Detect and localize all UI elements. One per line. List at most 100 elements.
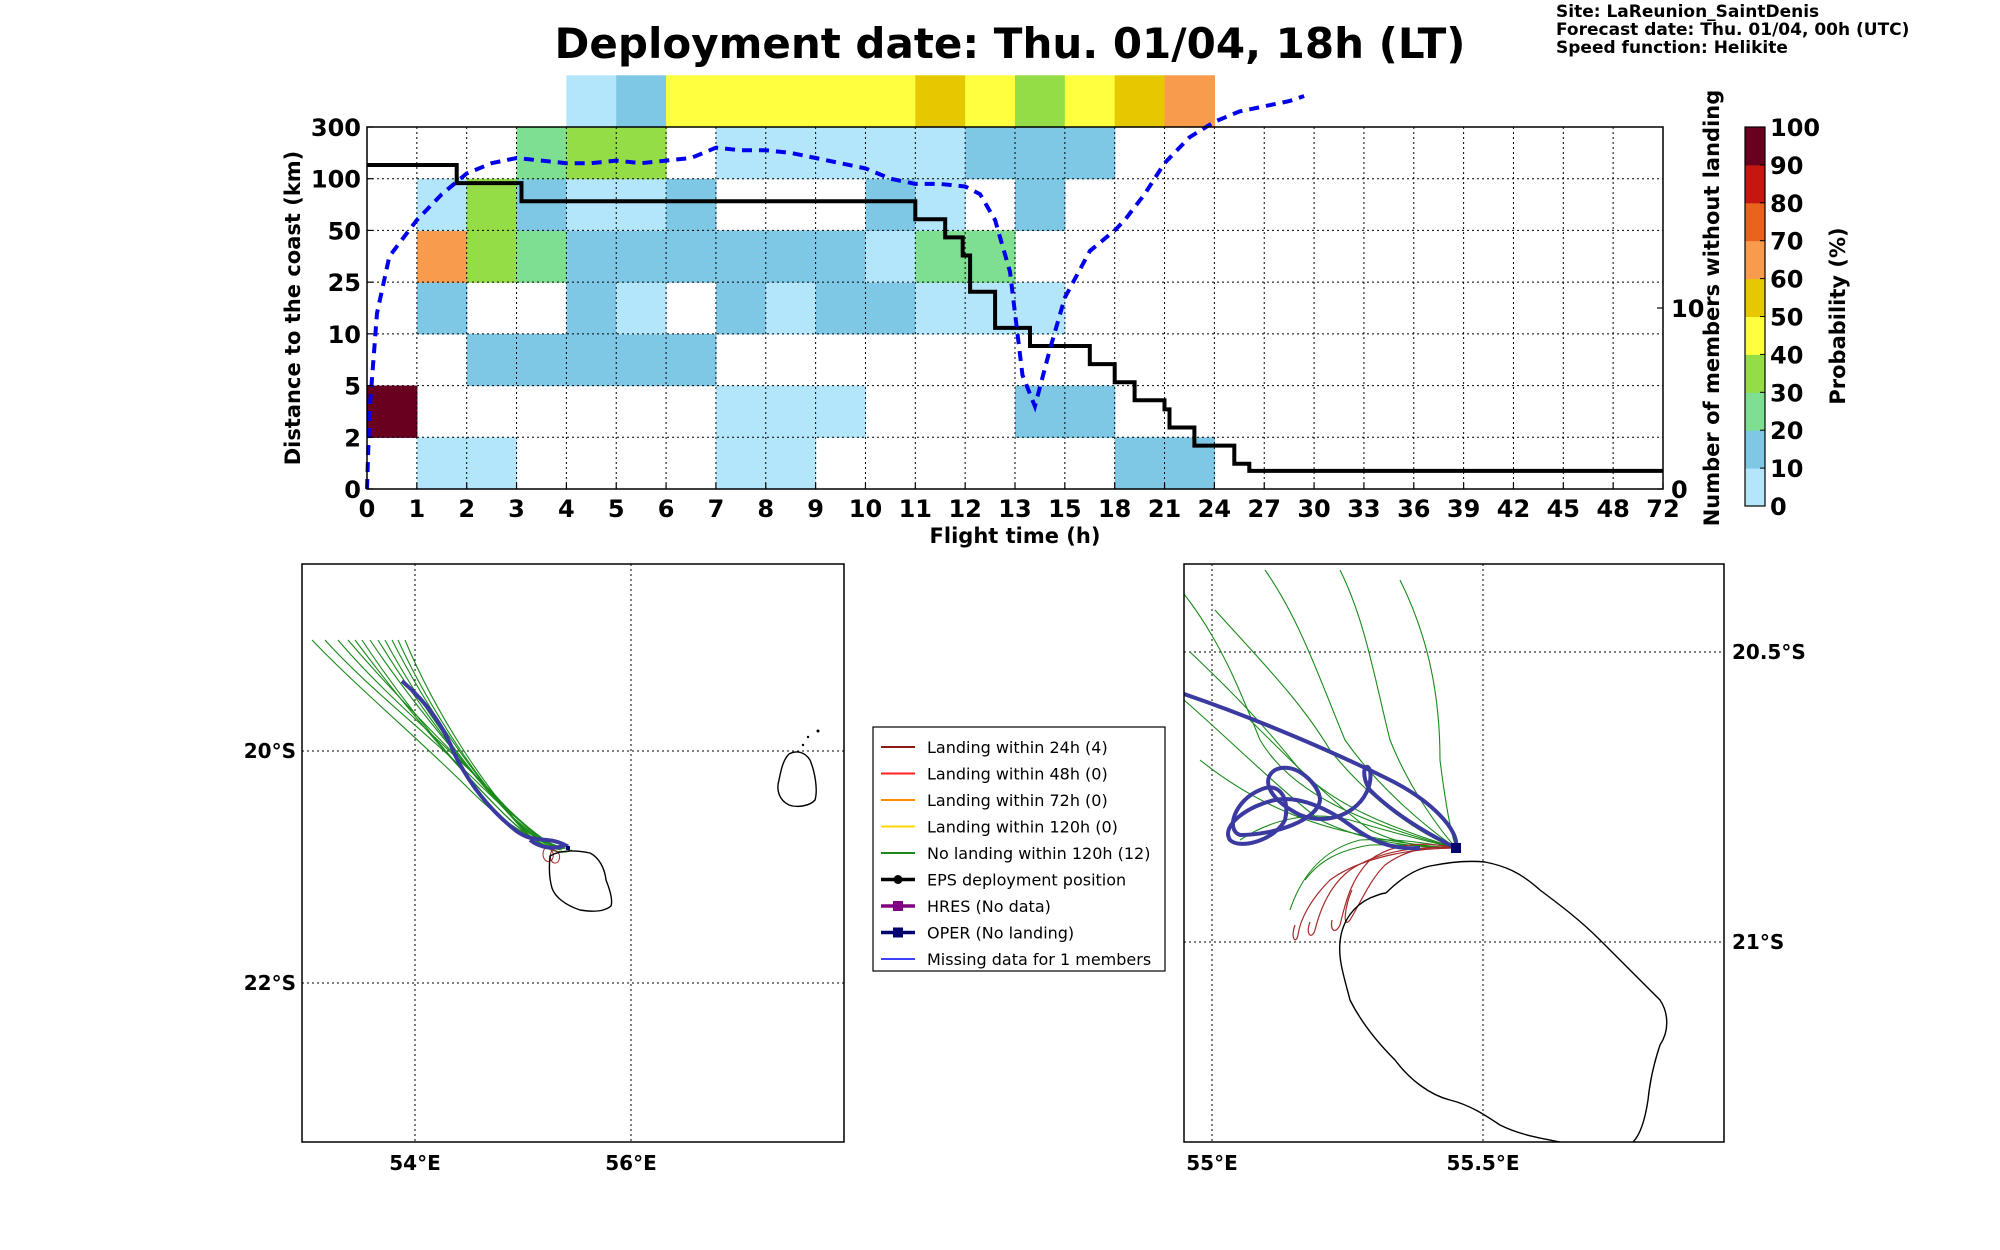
overview-lon-tick: 54°E <box>389 1151 441 1175</box>
colorbar-tick-label: 70 <box>1770 228 1803 256</box>
members-without-landing-line <box>367 163 1663 473</box>
y2-axis-label: Number of members without landing <box>1700 90 1724 527</box>
colorbar-cell <box>1745 164 1765 204</box>
heatmap-cell <box>566 127 617 180</box>
colorbar-cell <box>1745 240 1765 280</box>
heatmap-cell <box>1114 437 1166 490</box>
islet-dot <box>801 743 805 747</box>
legend-label: OPER (No landing) <box>927 924 1074 943</box>
heatmap-cell <box>466 230 518 283</box>
overview-oper-marker <box>566 846 570 850</box>
heatmap-cell <box>616 333 667 387</box>
x-tick-label: 30 <box>1297 495 1330 523</box>
colorbar-tick-label: 0 <box>1770 493 1787 521</box>
overview-lon-tick: 56°E <box>605 1151 657 1175</box>
heatmap-x-ticks: 0 1 2 3 4 5 6 7 8 9 10 11 12 13 15 18 21 24 27 30 33 36 39 42 45… <box>359 483 1680 523</box>
x-tick-label: 42 <box>1497 495 1530 523</box>
legend-frame <box>872 726 1166 972</box>
heatmap-cell <box>715 230 767 283</box>
colorbar-tick-label: 90 <box>1770 152 1803 180</box>
heatmap-cell <box>666 75 717 128</box>
heatmap-cells <box>367 75 1215 490</box>
y-tick-label: 10 <box>328 321 361 349</box>
probability-heatmap: 0 1 2 3 4 5 6 7 8 9 10 11 12 13 15 18 21 24 27 30 33 36 39 42 45… <box>281 75 1724 548</box>
heatmap-cell <box>915 75 966 128</box>
heatmap-cell <box>715 75 767 128</box>
x-tick-label: 8 <box>757 495 774 523</box>
legend: Landing within 24h (4) Landing within 48h… <box>872 726 1166 972</box>
colorbar-tick-label: 50 <box>1770 304 1803 332</box>
y2-tick-label: 10 <box>1671 295 1704 323</box>
heatmap-cell <box>416 178 468 232</box>
mauritius-island-outline <box>777 751 817 808</box>
islet-dot <box>806 735 810 739</box>
heatmap-cell <box>566 178 617 232</box>
heatmap-cell <box>715 127 767 180</box>
zoom-map-frame <box>1183 563 1725 1143</box>
y2-tick-label: 0 <box>1671 476 1688 504</box>
site-label: Site: LaReunion_SaintDenis <box>1556 2 1819 22</box>
heatmap-cell <box>516 127 567 180</box>
heatmap-cell <box>1064 127 1116 180</box>
y-tick-label: 0 <box>344 476 361 504</box>
overview-lat-tick: 20°S <box>244 739 296 763</box>
legend-entry: Landing within 48h (0) <box>881 765 1108 784</box>
zoom-lon-tick: 55°E <box>1186 1151 1238 1175</box>
x-axis-label: Flight time (h) <box>930 524 1101 548</box>
heatmap-cell <box>915 282 966 335</box>
legend-entry: Landing within 24h (4) <box>881 738 1108 757</box>
zoom-lat-tick: 20.5°S <box>1732 640 1806 664</box>
colorbar-tick-label: 100 <box>1770 114 1820 142</box>
x-tick-label: 11 <box>899 495 932 523</box>
colorbar-label: Probability (%) <box>1826 227 1850 404</box>
colorbar-tick-label: 10 <box>1770 455 1803 483</box>
zoom-reunion-island-outline <box>1338 860 1668 1143</box>
zoom-oper-track <box>1183 692 1459 851</box>
forecast-date-label: Forecast date: Thu. 01/04, 00h (UTC) <box>1556 20 1909 40</box>
legend-swatch-marker <box>893 901 903 911</box>
legend-label: Landing within 24h (4) <box>927 738 1108 757</box>
reunion-island-outline <box>548 850 613 912</box>
legend-label: EPS deployment position <box>927 871 1126 890</box>
zoom-oper-marker <box>1451 843 1461 853</box>
heatmap-cell <box>1114 75 1166 128</box>
overview-map-frame <box>301 563 845 1143</box>
x-tick-label: 0 <box>359 495 376 523</box>
x-tick-label: 36 <box>1397 495 1430 523</box>
heatmap-y2-ticks: 0 10 <box>1657 295 1704 504</box>
legend-entry: OPER (No landing) <box>881 924 1074 943</box>
heatmap-cell <box>815 127 867 180</box>
heatmap-cell <box>965 127 1016 180</box>
heatmap-cell <box>865 127 916 180</box>
heatmap-cell <box>715 282 767 335</box>
colorbar-cell <box>1745 430 1765 469</box>
heatmap-cell <box>466 178 518 232</box>
heatmap-cell <box>815 282 867 335</box>
zoom-lat-tick: 21°S <box>1732 930 1784 954</box>
x-tick-label: 27 <box>1248 495 1281 523</box>
heatmap-cell <box>815 75 867 128</box>
heatmap-cell <box>865 230 916 283</box>
y-tick-label: 2 <box>344 424 361 452</box>
x-tick-label: 7 <box>708 495 725 523</box>
overview-oper-track <box>400 679 570 850</box>
heatmap-cell <box>616 282 667 335</box>
colorbar-cell <box>1745 127 1765 166</box>
overview-map: 54°E 56°E 20°S 22°S <box>244 563 845 1175</box>
legend-entry: No landing within 120h (12) <box>881 844 1150 863</box>
legend-entry: EPS deployment position <box>881 871 1126 890</box>
zoom-map: 55°E 55.5°E 20.5°S 21°S <box>1183 563 1806 1175</box>
heatmap-cell <box>715 437 767 490</box>
x-tick-label: 21 <box>1148 495 1181 523</box>
colorbar-cell <box>1745 354 1765 393</box>
heatmap-cell <box>765 282 817 335</box>
x-tick-label: 6 <box>658 495 675 523</box>
y-tick-label: 5 <box>344 373 361 401</box>
legend-label: Landing within 120h (0) <box>927 818 1118 837</box>
x-tick-label: 48 <box>1596 495 1629 523</box>
legend-swatch-marker <box>893 927 903 938</box>
y-axis-label: Distance to the coast (km) <box>281 151 305 466</box>
colorbar-ticks: 0 10 20 30 40 50 60 70 80 90 100 <box>1760 114 1820 521</box>
colorbar-cell <box>1745 392 1765 431</box>
